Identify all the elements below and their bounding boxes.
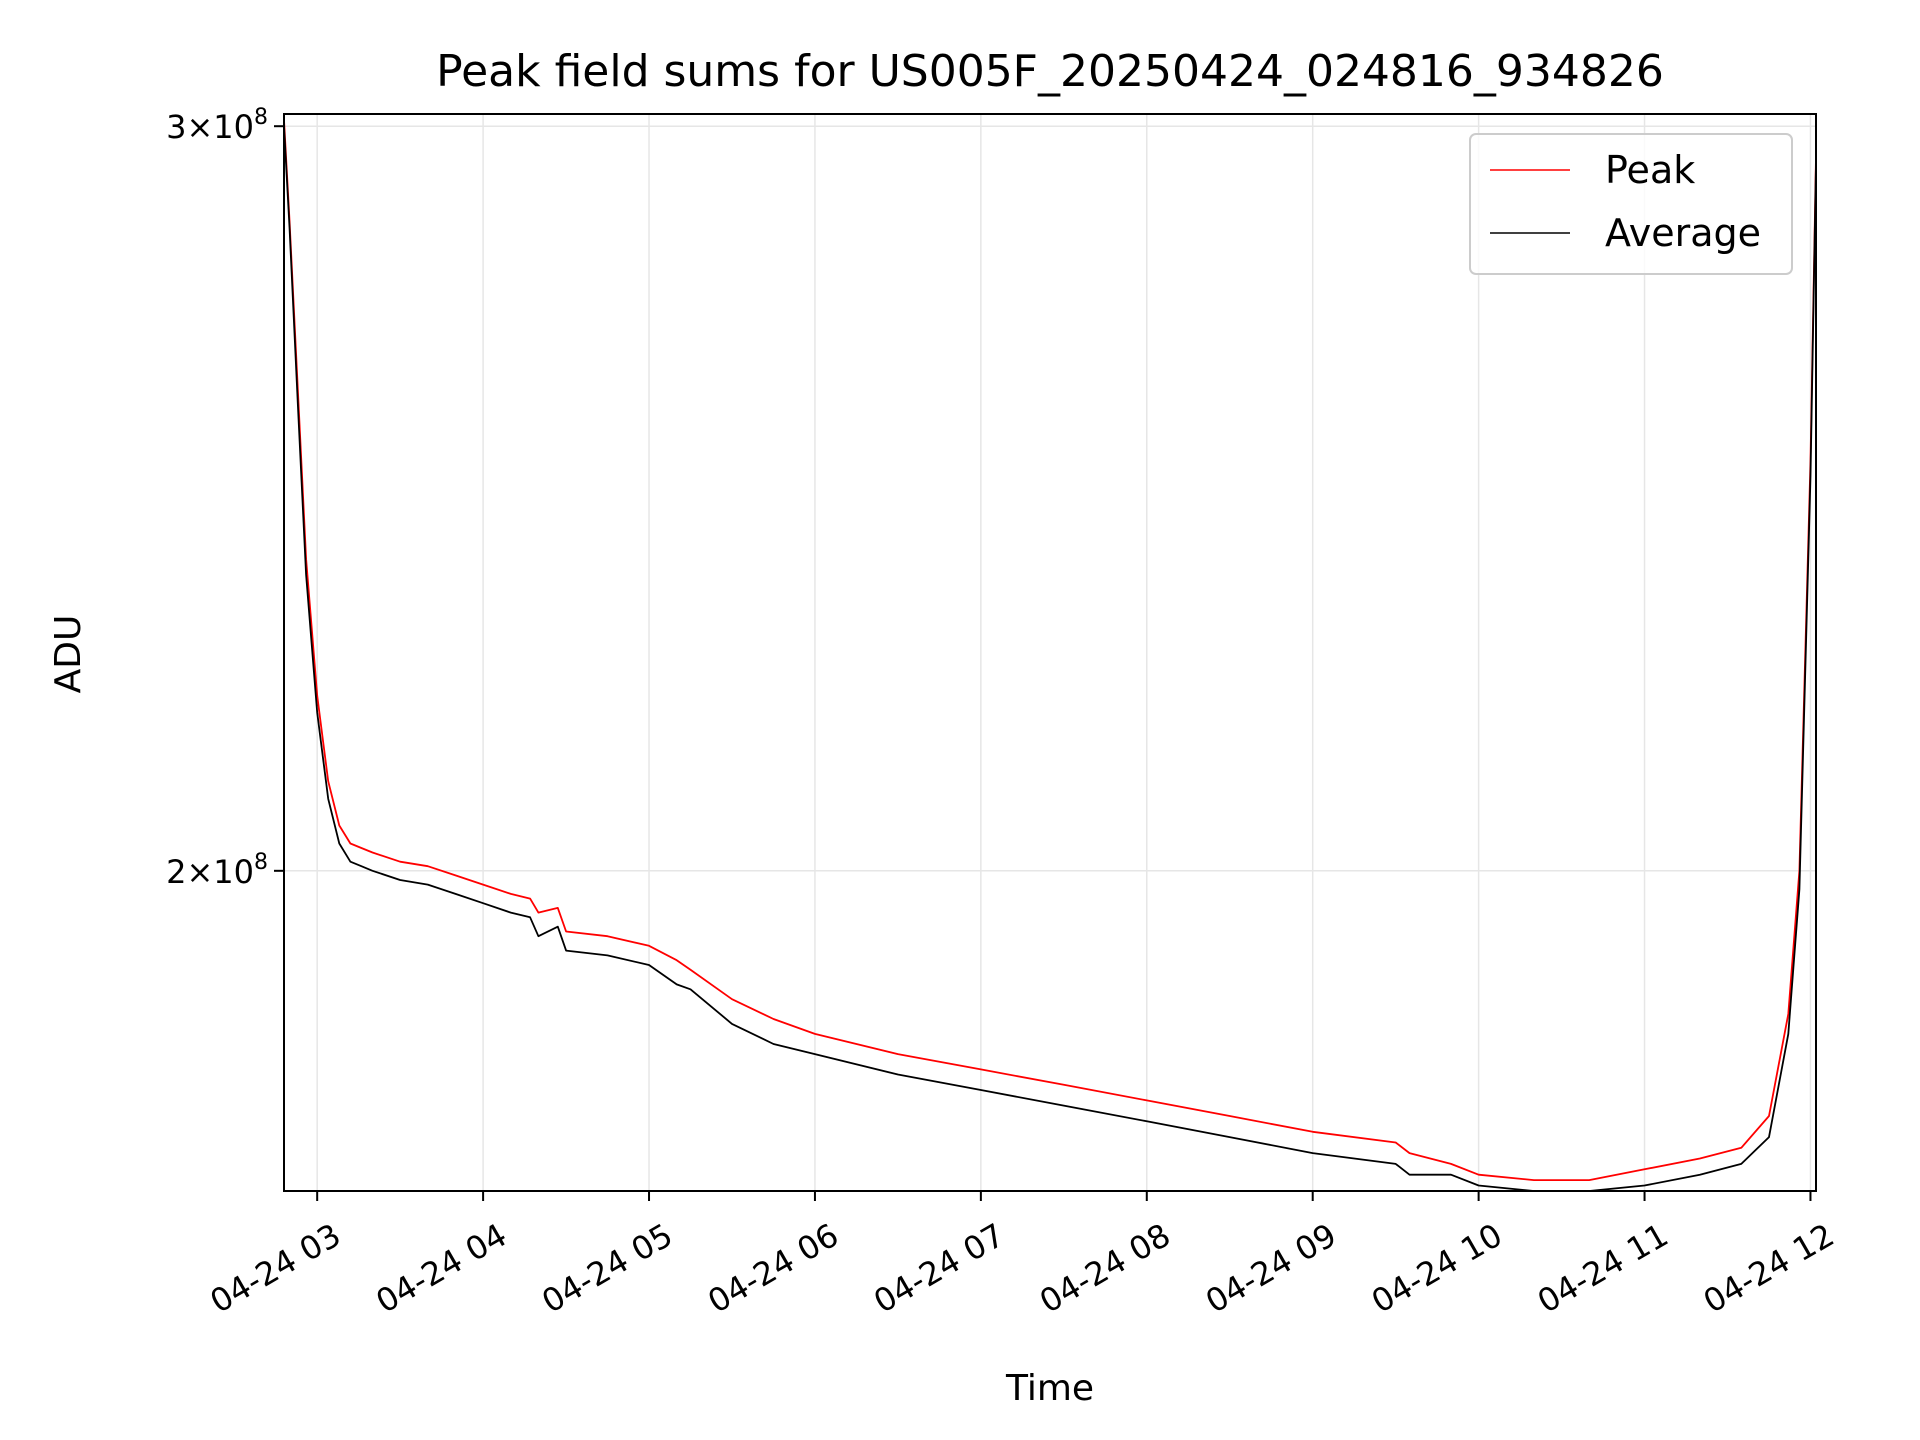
legend-label-average: Average [1605, 211, 1761, 255]
legend: Peak Average [1469, 133, 1793, 275]
legend-box [1469, 133, 1793, 275]
series-line-peak [284, 120, 1816, 1181]
series-line-average [284, 126, 1816, 1191]
plot-frame [283, 113, 1817, 1192]
y-axis-title: ADU [48, 615, 89, 694]
grid-lines [284, 114, 1816, 1191]
series-layer [284, 120, 1816, 1191]
y-tick-label: 3×108 [166, 105, 268, 146]
y-tick-label: 2×108 [166, 850, 268, 891]
chart-title: Peak field sums for US005F_20250424_0248… [436, 46, 1664, 97]
legend-label-peak: Peak [1605, 148, 1695, 192]
x-axis-title: Time [1005, 1368, 1094, 1409]
